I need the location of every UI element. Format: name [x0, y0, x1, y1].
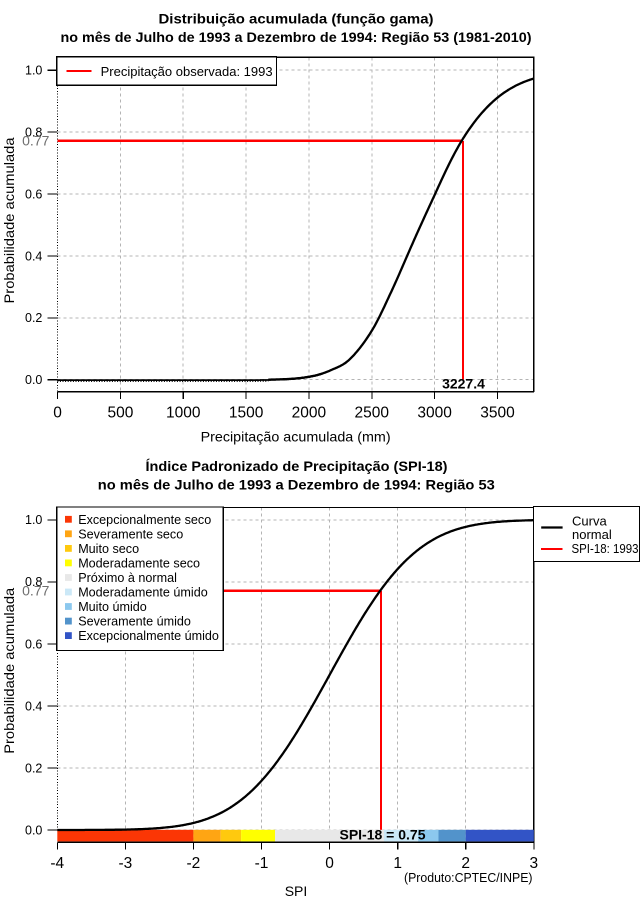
svg-text:3500: 3500 [480, 404, 515, 421]
svg-text:0.4: 0.4 [25, 249, 42, 263]
svg-text:SPI-18: 1993: SPI-18: 1993 [572, 541, 639, 556]
svg-text:0.0: 0.0 [25, 823, 42, 837]
svg-text:0.0: 0.0 [25, 373, 42, 387]
svg-text:0.8: 0.8 [25, 126, 42, 140]
svg-text:3227.4: 3227.4 [442, 376, 485, 392]
svg-text:1: 1 [393, 855, 402, 872]
svg-text:Precipitação observada: 1993: Precipitação observada: 1993 [101, 64, 273, 79]
svg-text:2500: 2500 [355, 404, 390, 421]
svg-text:Severamente seco: Severamente seco [78, 527, 183, 541]
svg-text:0.6: 0.6 [25, 187, 42, 201]
svg-text:-1: -1 [255, 855, 269, 872]
svg-text:Excepcionalmente úmido: Excepcionalmente úmido [78, 629, 219, 643]
svg-text:-3: -3 [119, 855, 133, 872]
svg-text:(Produto:CPTEC/INPE): (Produto:CPTEC/INPE) [404, 870, 533, 885]
svg-text:Probabilidade acumulada: Probabilidade acumulada [1, 137, 17, 303]
svg-text:3: 3 [529, 855, 538, 872]
svg-text:3000: 3000 [417, 404, 452, 421]
svg-text:Excepcionalmente seco: Excepcionalmente seco [78, 513, 211, 527]
svg-text:SPI-18 = 0.75: SPI-18 = 0.75 [339, 826, 425, 842]
svg-text:1000: 1000 [166, 404, 201, 421]
svg-text:-4: -4 [50, 855, 64, 872]
svg-text:Precipitação acumulada (mm): Precipitação acumulada (mm) [201, 428, 391, 444]
svg-text:0.6: 0.6 [25, 637, 42, 651]
svg-text:0.2: 0.2 [25, 761, 42, 775]
svg-text:Distribuição acumulada (função: Distribuição acumulada (função gama) [159, 10, 434, 26]
svg-text:0.8: 0.8 [25, 575, 42, 589]
svg-text:Severamente úmido: Severamente úmido [78, 615, 191, 629]
svg-text:1.0: 1.0 [25, 513, 42, 527]
svg-text:Muito seco: Muito seco [78, 542, 139, 556]
svg-text:no mês de Julho de 1993 a Deze: no mês de Julho de 1993 a Dezembro de 19… [61, 29, 532, 45]
svg-text:Próximo à normal: Próximo à normal [78, 571, 177, 585]
svg-text:2: 2 [461, 855, 470, 872]
svg-text:1500: 1500 [229, 404, 264, 421]
svg-text:0.4: 0.4 [25, 699, 42, 713]
svg-text:no mês de Julho de 1993 a Deze: no mês de Julho de 1993 a Dezembro de 19… [98, 477, 495, 493]
svg-text:Muito úmido: Muito úmido [78, 600, 147, 614]
svg-text:0: 0 [53, 404, 62, 421]
svg-text:Moderadamente seco: Moderadamente seco [78, 556, 200, 570]
svg-text:Moderadamente úmido: Moderadamente úmido [78, 586, 208, 600]
svg-text:SPI: SPI [285, 883, 308, 899]
svg-text:0.77: 0.77 [22, 583, 49, 599]
svg-text:Probabilidade acumulada: Probabilidade acumulada [1, 588, 17, 754]
svg-text:-2: -2 [187, 855, 201, 872]
svg-text:normal: normal [572, 527, 612, 542]
svg-text:2000: 2000 [292, 404, 327, 421]
svg-text:500: 500 [107, 404, 133, 421]
svg-text:Índice Padronizado de Precipit: Índice Padronizado de Precipitação (SPI-… [146, 458, 448, 474]
svg-text:Curva: Curva [572, 514, 607, 529]
svg-text:0.2: 0.2 [25, 311, 42, 325]
svg-text:0.77: 0.77 [22, 133, 49, 149]
svg-text:0: 0 [325, 855, 334, 872]
svg-text:1.0: 1.0 [25, 64, 42, 78]
